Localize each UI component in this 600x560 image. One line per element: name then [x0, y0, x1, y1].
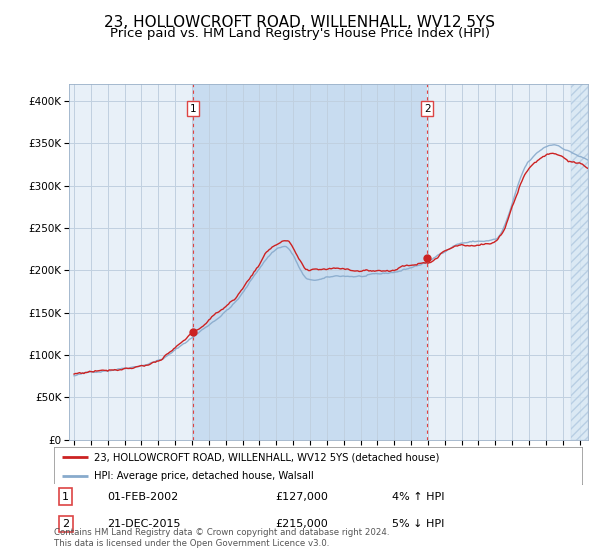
- Text: £127,000: £127,000: [276, 492, 329, 502]
- Text: 21-DEC-2015: 21-DEC-2015: [107, 519, 181, 529]
- Text: 5% ↓ HPI: 5% ↓ HPI: [392, 519, 444, 529]
- Bar: [193, 84, 427, 440]
- Bar: [571, 84, 588, 440]
- Text: 1: 1: [62, 492, 69, 502]
- Text: 01-FEB-2002: 01-FEB-2002: [107, 492, 178, 502]
- Text: 23, HOLLOWCROFT ROAD, WILLENHALL, WV12 5YS (detached house): 23, HOLLOWCROFT ROAD, WILLENHALL, WV12 5…: [94, 452, 439, 462]
- Text: 4% ↑ HPI: 4% ↑ HPI: [392, 492, 445, 502]
- Text: HPI: Average price, detached house, Walsall: HPI: Average price, detached house, Wals…: [94, 471, 313, 481]
- Text: £215,000: £215,000: [276, 519, 329, 529]
- Text: Price paid vs. HM Land Registry's House Price Index (HPI): Price paid vs. HM Land Registry's House …: [110, 27, 490, 40]
- Text: 2: 2: [424, 104, 431, 114]
- Text: 23, HOLLOWCROFT ROAD, WILLENHALL, WV12 5YS: 23, HOLLOWCROFT ROAD, WILLENHALL, WV12 5…: [104, 15, 496, 30]
- Text: Contains HM Land Registry data © Crown copyright and database right 2024.
This d: Contains HM Land Registry data © Crown c…: [54, 528, 389, 548]
- Text: 1: 1: [190, 104, 197, 114]
- Text: 2: 2: [62, 519, 69, 529]
